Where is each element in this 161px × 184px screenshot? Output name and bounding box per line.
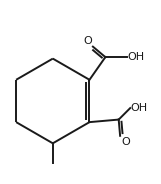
Text: OH: OH xyxy=(131,103,148,113)
Text: O: O xyxy=(121,137,130,147)
Text: O: O xyxy=(83,36,92,46)
Text: OH: OH xyxy=(127,52,144,62)
